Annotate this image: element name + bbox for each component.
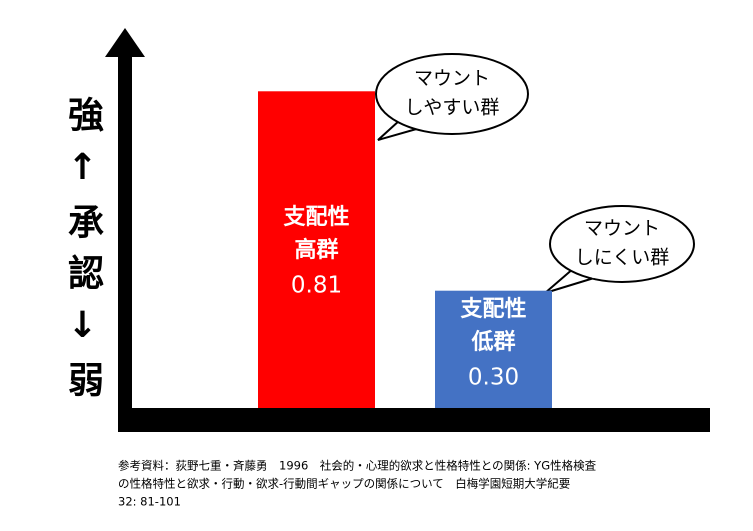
callout-join — [401, 113, 421, 129]
bar — [435, 290, 552, 408]
bar — [258, 91, 375, 408]
x-axis — [118, 408, 710, 432]
y-axis — [118, 55, 132, 432]
category-label: 高群 — [294, 237, 338, 263]
annotation: しにくい群 — [575, 247, 670, 269]
annotation: マウント — [584, 218, 660, 240]
annotation: しやすい群 — [405, 97, 500, 119]
source-note: 32: 81-101 — [118, 495, 181, 509]
y-axis-label: 強↑承認↓弱 — [62, 96, 103, 412]
annotation: マウント — [414, 68, 490, 90]
category-label: 支配性 — [283, 205, 349, 230]
value-label: 0.30 — [468, 365, 519, 391]
source-note: 参考資料：荻野七重・斉藤勇 1996 社会的・心理的欲求と性格特性との関係: Y… — [118, 459, 597, 473]
source-note: の性格特性と欲求・行動・欲求-行動間ギャップの関係について 白梅学園短期大学紀要 — [118, 477, 570, 491]
callout-bubble — [375, 53, 529, 135]
category-label: 支配性 — [460, 297, 526, 322]
axis-arrow — [105, 28, 145, 57]
category-label: 低群 — [470, 329, 515, 355]
callout — [375, 53, 695, 294]
callout-bubble — [549, 205, 695, 283]
callout-join — [575, 263, 595, 279]
value-label: 0.81 — [291, 273, 342, 299]
